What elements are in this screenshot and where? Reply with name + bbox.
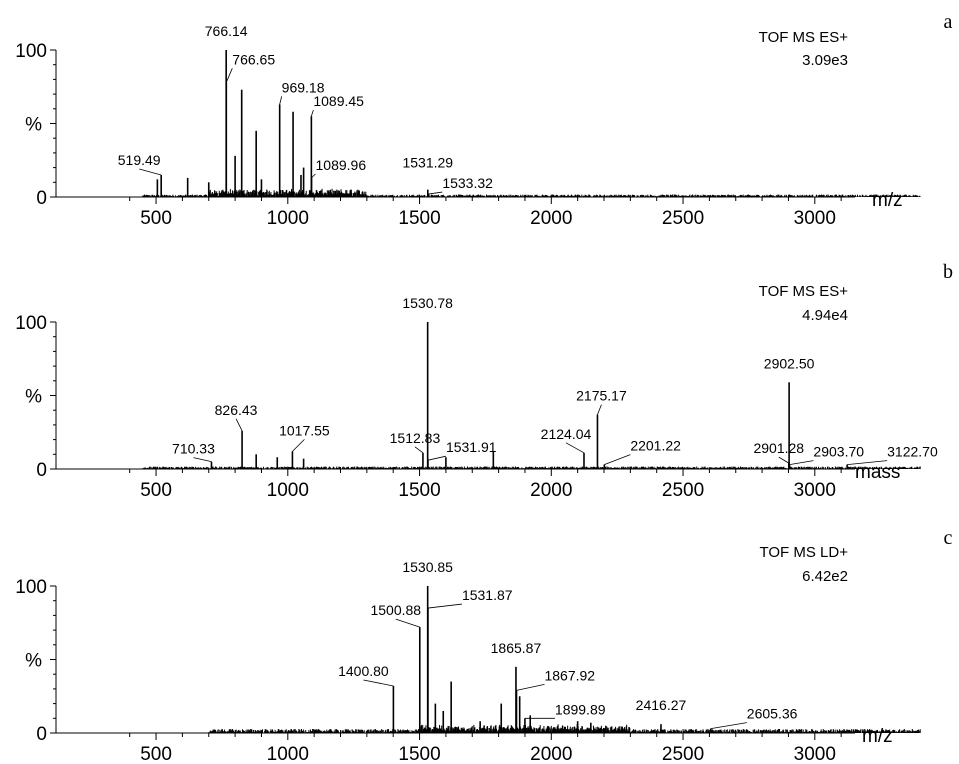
peak-label: 1865.87: [491, 640, 542, 656]
peak-leader: [235, 418, 243, 431]
panel-letter: c: [944, 527, 953, 549]
x-axis-label: m/z: [872, 190, 903, 211]
peak-leader: [395, 618, 420, 628]
peak-label: 766.65: [232, 51, 275, 67]
peak-leader: [597, 404, 602, 415]
peak-label: 1089.45: [313, 93, 364, 109]
peak-label: 710.33: [172, 441, 215, 457]
y-axis-label: %: [25, 387, 42, 408]
peak-label: 3122.70: [887, 444, 938, 460]
x-tick-label: 3000: [794, 480, 836, 501]
intensity-label: 3.09e3: [802, 52, 848, 69]
peak-label: 826.43: [215, 402, 258, 418]
peak-leader: [225, 68, 233, 83]
y-tick-label: 0: [36, 460, 47, 481]
x-axis-label: mass: [855, 462, 900, 483]
peak-leader: [363, 679, 394, 687]
peak-leader: [139, 168, 162, 176]
x-tick-label: 500: [140, 744, 172, 764]
peak-label: 2901.28: [753, 440, 804, 456]
x-tick-label: 1500: [398, 480, 440, 501]
y-tick-label: 0: [36, 188, 47, 209]
x-tick-label: 2500: [662, 480, 704, 501]
y-axis-label: %: [25, 651, 42, 672]
x-tick-label: 1000: [267, 744, 309, 764]
x-tick-label: 2000: [530, 208, 572, 229]
peak-label: 2416.27: [636, 697, 687, 713]
x-tick-label: 3000: [794, 208, 836, 229]
peak-label: 1533.32: [442, 175, 493, 191]
instrument-label: TOF MS LD+: [760, 544, 849, 561]
peak-label: 1400.80: [338, 663, 389, 679]
peak-label: 1867.92: [544, 667, 595, 683]
peak-label: 1531.87: [462, 587, 513, 603]
peak-label: 1500.88: [370, 602, 421, 618]
panel-letter: a: [944, 11, 953, 33]
peak-leader: [414, 446, 424, 454]
x-tick-label: 500: [140, 480, 172, 501]
x-tick-label: 2500: [662, 744, 704, 764]
peak-label: 1531.91: [446, 439, 497, 455]
peak-label: 1017.55: [279, 422, 330, 438]
panel-letter: b: [943, 261, 953, 283]
peak-label: 1531.29: [402, 155, 453, 171]
peak-label: 1089.96: [316, 157, 367, 173]
y-axis-label: %: [25, 115, 42, 136]
peak-label: 2124.04: [541, 426, 592, 442]
peak-label: 2902.50: [764, 355, 815, 371]
x-tick-label: 1500: [398, 208, 440, 229]
peak-leader: [292, 439, 305, 452]
peak-label: 2175.17: [576, 388, 627, 404]
peak-label: 2903.70: [813, 444, 864, 460]
y-tick-label: 0: [36, 724, 47, 745]
y-tick-label: 100: [15, 41, 47, 62]
peak-label: 519.49: [118, 152, 161, 168]
x-tick-label: 3000: [794, 744, 836, 764]
x-tick-label: 1000: [267, 208, 309, 229]
peak-leader: [710, 722, 747, 729]
x-tick-label: 1000: [267, 480, 309, 501]
peak-leader: [427, 455, 447, 461]
peak-leader: [428, 191, 443, 195]
peak-leader: [193, 457, 212, 463]
instrument-label: TOF MS ES+: [759, 29, 849, 46]
peak-label: 1512.83: [390, 430, 441, 446]
x-tick-label: 500: [140, 208, 172, 229]
intensity-label: 6.42e2: [802, 568, 848, 585]
x-tick-label: 1500: [398, 744, 440, 764]
peak-leader: [847, 460, 888, 465]
peak-leader: [789, 460, 814, 465]
peak-leader: [516, 683, 545, 691]
x-tick-label: 2500: [662, 208, 704, 229]
y-tick-label: 100: [15, 577, 47, 598]
peak-label: 969.18: [282, 79, 325, 95]
x-tick-label: 2000: [530, 480, 572, 501]
peak-label: 1530.85: [402, 559, 453, 575]
peak-label: 766.14: [205, 23, 248, 39]
peak-leader: [565, 442, 585, 454]
intensity-label: 4.94e4: [802, 307, 848, 324]
peak-leader: [279, 96, 283, 105]
x-axis-label: m/z: [862, 726, 893, 747]
peak-leader: [604, 454, 631, 465]
peak-leader: [778, 456, 789, 464]
peak-leader: [311, 173, 316, 179]
peak-label: 1530.78: [402, 295, 453, 311]
instrument-label: TOF MS ES+: [759, 283, 849, 300]
peak-leader: [427, 603, 462, 609]
y-tick-label: 100: [15, 313, 47, 334]
peak-label: 1899.89: [555, 701, 606, 717]
peak-label: 2201.22: [630, 438, 681, 454]
peak-label: 2605.36: [747, 706, 798, 722]
peak-leader: [310, 110, 314, 117]
x-tick-label: 2000: [530, 744, 572, 764]
